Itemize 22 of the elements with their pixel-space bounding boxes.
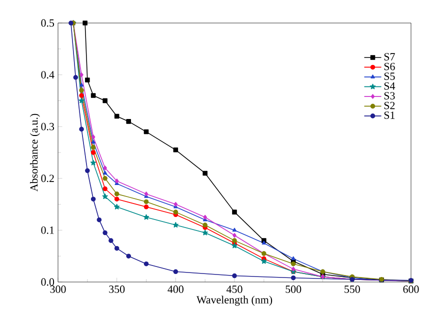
x-tick-label: 300 (50, 286, 66, 293)
x-tick-label: 450 (226, 286, 242, 293)
y-tick-label: 0.3 (41, 122, 54, 130)
legend-label: S7 (384, 53, 395, 60)
legend-label: S5 (384, 72, 395, 80)
legend-label: S2 (384, 102, 395, 110)
x-axis-title: Wavelength (nm) (196, 296, 272, 306)
y-tick-label: 0.1 (41, 226, 54, 234)
x-tick-label: 550 (344, 286, 360, 293)
y-axis-title: Absorbance (a.u.) (30, 114, 40, 192)
y-tick-label: 0.0 (41, 278, 54, 286)
legend-label: S3 (384, 92, 395, 100)
y-tick-label: 0.5 (41, 19, 54, 27)
x-tick-label: 350 (109, 286, 125, 293)
legend-label: S6 (384, 62, 395, 70)
x-tick-label: 500 (286, 286, 302, 293)
x-tick-label: 400 (168, 286, 184, 293)
legend-label: S1 (384, 112, 395, 119)
legend-label: S4 (384, 82, 396, 90)
y-tick-label: 0.4 (41, 71, 54, 79)
y-tick-label: 0.2 (41, 174, 54, 182)
x-tick-label: 600 (403, 286, 419, 293)
